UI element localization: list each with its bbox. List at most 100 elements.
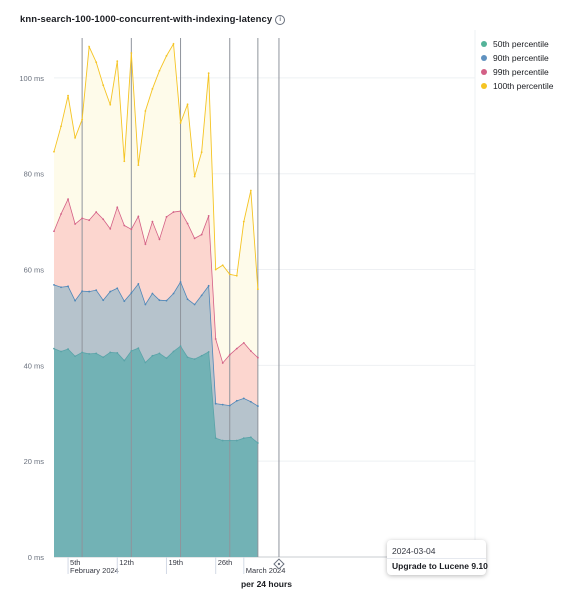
data-point	[186, 103, 189, 106]
data-point	[186, 298, 189, 301]
data-point	[186, 222, 189, 225]
data-point	[172, 211, 175, 213]
data-point	[228, 273, 231, 276]
data-point	[228, 439, 231, 442]
data-point	[207, 351, 210, 353]
data-point	[151, 220, 154, 223]
data-point	[95, 61, 98, 63]
data-point	[88, 219, 91, 222]
legend-swatch	[481, 83, 487, 89]
data-point	[158, 238, 161, 241]
annotation-label: Upgrade to Lucene 9.10	[392, 561, 488, 571]
data-point	[95, 289, 98, 292]
data-point	[158, 299, 161, 302]
data-point	[165, 215, 168, 218]
data-point	[249, 436, 252, 439]
data-point	[193, 237, 196, 240]
data-point	[88, 45, 91, 48]
data-point	[200, 233, 203, 236]
vertical-line-layer	[81, 38, 280, 557]
legend-label: 99th percentile	[493, 67, 549, 77]
data-point	[109, 103, 112, 106]
data-point	[214, 437, 217, 440]
data-point	[221, 439, 224, 442]
info-icon[interactable]: i	[275, 14, 286, 25]
data-point	[116, 206, 119, 209]
data-point	[74, 299, 76, 302]
data-point	[123, 359, 126, 362]
data-point	[158, 69, 161, 72]
data-point	[53, 230, 55, 233]
legend-item-99th[interactable]: 99th percentile	[481, 65, 554, 79]
data-point	[67, 348, 69, 350]
tooltip-divider	[387, 558, 486, 559]
legend-label: 90th percentile	[493, 53, 549, 63]
legend-label: 100th percentile	[493, 81, 554, 91]
data-point	[165, 357, 168, 360]
data-point	[109, 290, 112, 293]
data-point	[186, 356, 189, 359]
y-axis-ticks: 0 ms 20 ms 40 ms 60 ms 80 ms 100 ms	[19, 74, 44, 562]
data-point	[60, 125, 62, 128]
data-point	[256, 288, 259, 291]
annotation-tooltip: 2024-03-04 Upgrade to Lucene 9.10	[387, 540, 488, 575]
data-point	[102, 356, 105, 359]
data-point	[137, 283, 140, 285]
area-50th-percentile	[54, 346, 258, 557]
legend-item-50th[interactable]: 50th percentile	[481, 37, 554, 51]
data-point	[53, 150, 55, 153]
data-point	[235, 439, 238, 442]
data-point	[74, 223, 76, 225]
data-point	[151, 88, 154, 90]
data-point	[81, 351, 84, 354]
chart-title-text: knn-search-100-1000-concurrent-with-inde…	[20, 14, 273, 25]
point-layer	[53, 42, 259, 444]
data-point	[228, 353, 231, 356]
data-point	[102, 299, 105, 302]
annotation-marker-icon[interactable]	[273, 558, 285, 570]
data-point	[193, 358, 196, 361]
data-point	[130, 350, 133, 352]
data-point	[221, 362, 224, 364]
data-point	[60, 213, 62, 215]
data-point	[67, 285, 69, 288]
legend-swatch	[481, 41, 487, 47]
data-point	[200, 294, 203, 297]
data-point	[81, 217, 84, 220]
y-tick-label: 20 ms	[24, 457, 45, 466]
data-point	[214, 338, 217, 340]
data-point	[60, 350, 62, 353]
data-point	[67, 94, 69, 97]
data-point	[158, 352, 161, 355]
data-point	[235, 347, 238, 350]
legend-swatch	[481, 69, 487, 75]
data-point	[221, 264, 224, 267]
annotation-date: 2024-03-04	[392, 546, 436, 556]
legend-item-90th[interactable]: 90th percentile	[481, 51, 554, 65]
data-point	[165, 54, 168, 57]
data-point	[116, 287, 119, 290]
data-point	[130, 52, 133, 54]
x-axis-title: per 24 hours	[240, 579, 293, 589]
data-point	[116, 60, 119, 63]
data-point	[123, 300, 126, 303]
data-point	[53, 347, 55, 350]
annotation-marker-dot	[277, 562, 281, 566]
y-tick-label: 100 ms	[19, 74, 44, 83]
data-point	[179, 345, 182, 348]
legend-item-100th[interactable]: 100th percentile	[481, 79, 554, 93]
data-point	[256, 356, 259, 359]
data-point	[109, 351, 112, 354]
x-tick-label: 5th	[70, 558, 80, 567]
data-point	[256, 405, 259, 407]
y-tick-label: 80 ms	[24, 170, 45, 179]
data-point	[207, 214, 210, 217]
data-point	[60, 286, 62, 289]
data-point	[53, 283, 55, 286]
chart-title: knn-search-100-1000-concurrent-with-inde…	[20, 14, 286, 25]
data-point	[102, 218, 105, 221]
data-point	[179, 210, 182, 212]
data-point	[235, 274, 238, 277]
